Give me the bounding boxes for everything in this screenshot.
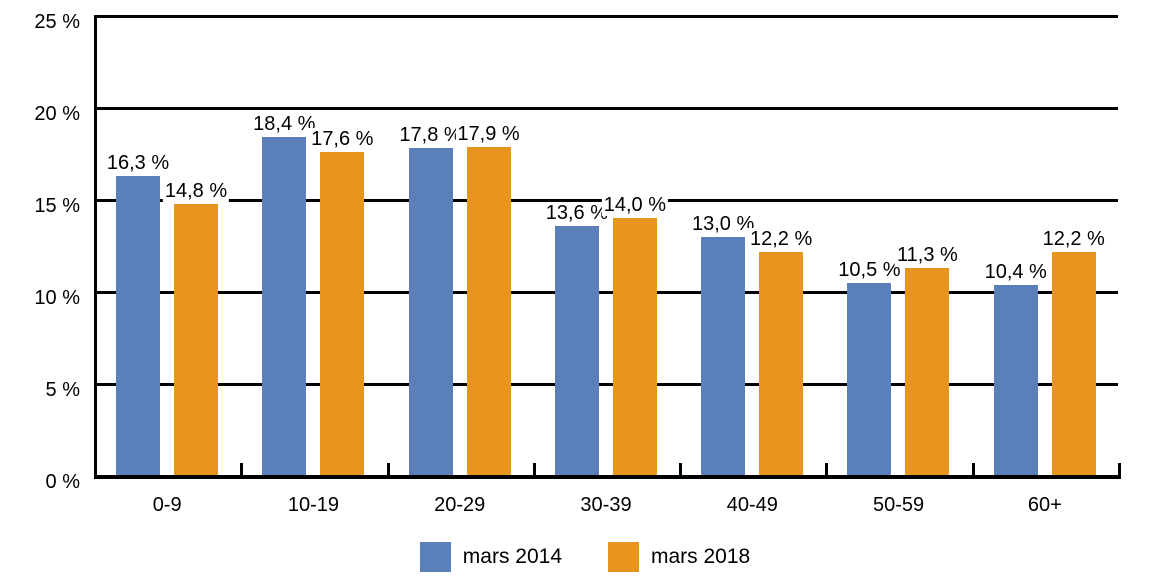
x-axis-category-label: 50-59 — [872, 494, 925, 516]
bar-value-label: 13,0 % — [690, 212, 757, 235]
legend-item-mars-2014: mars 2014 — [419, 542, 562, 572]
bar-mars-2014-40-49 — [701, 236, 746, 475]
y-axis-label: 25 % — [34, 11, 80, 33]
bar-value-label: 10,4 % — [982, 260, 1049, 283]
x-axis-tick — [386, 463, 390, 475]
x-axis-tick — [679, 463, 683, 475]
legend: mars 2014 mars 2018 — [0, 542, 1170, 572]
bar-mars-2018-30-39 — [612, 218, 657, 475]
y-axis-label: 0 % — [45, 471, 80, 493]
bar-value-label: 18,4 % — [251, 113, 318, 136]
x-axis-category-label: 30-39 — [580, 494, 632, 516]
x-axis-category-label: 0-9 — [152, 494, 182, 516]
bar-mars-2018-40-49 — [759, 251, 804, 475]
y-axis-label: 20 % — [34, 103, 80, 125]
bar-mars-2018-10-19 — [320, 152, 365, 475]
legend-label-mars-2018: mars 2018 — [651, 545, 751, 568]
bar-value-label: 16,3 % — [104, 152, 172, 175]
x-axis-tick — [971, 463, 975, 475]
legend-swatch-mars-2018 — [608, 542, 639, 572]
bar-value-label: 17,6 % — [309, 128, 376, 151]
x-axis-category-label: 20-29 — [434, 494, 486, 516]
bar-value-label: 14,0 % — [601, 194, 668, 217]
bar-mars-2014-60+ — [993, 284, 1038, 475]
x-axis-category-label: 10-19 — [287, 494, 339, 516]
legend-swatch-mars-2014 — [419, 542, 451, 572]
bar-mars-2014-50-59 — [847, 282, 892, 475]
bar-mars-2014-0-9 — [116, 176, 160, 475]
gridline-20 — [94, 106, 1118, 110]
bar-value-label: 13,6 % — [543, 201, 610, 224]
bar-value-label: 17,9 % — [455, 122, 522, 145]
y-axis-label: 10 % — [34, 287, 80, 309]
bar-value-label: 10,5 % — [836, 258, 903, 281]
y-axis-line — [94, 16, 97, 479]
bar-value-label: 12,2 % — [1040, 227, 1107, 250]
x-axis-tick — [825, 463, 829, 475]
bar-mars-2018-0-9 — [174, 203, 218, 475]
gridline-25 — [94, 14, 1118, 18]
y-axis-label: 5 % — [45, 379, 80, 401]
x-axis-tick — [1118, 463, 1121, 475]
legend-item-mars-2018: mars 2018 — [608, 542, 750, 572]
bar-mars-2014-10-19 — [262, 137, 307, 475]
x-axis-category-label: 60+ — [1027, 494, 1062, 516]
x-axis-line — [94, 475, 1121, 479]
bar-value-label: 12,2 % — [748, 227, 815, 250]
bar-mars-2014-30-39 — [554, 225, 599, 475]
bar-value-label: 11,3 % — [895, 244, 960, 267]
bar-mars-2014-20-29 — [408, 148, 453, 475]
legend-label-mars-2014: mars 2014 — [462, 545, 562, 568]
gridline-5 — [94, 382, 1118, 386]
bar-mars-2018-20-29 — [466, 146, 511, 475]
x-axis-tick — [240, 463, 244, 475]
x-axis-tick — [532, 463, 536, 475]
bar-value-label: 17,8 % — [397, 124, 464, 147]
y-axis-label: 15 % — [34, 195, 80, 217]
bar-mars-2018-50-59 — [905, 268, 950, 475]
gridline-10 — [94, 290, 1118, 294]
bar-mars-2018-60+ — [1051, 251, 1096, 475]
x-axis-tick — [94, 463, 97, 475]
x-axis-category-label: 40-49 — [726, 494, 778, 516]
bar-value-label: 14,8 % — [162, 179, 230, 202]
